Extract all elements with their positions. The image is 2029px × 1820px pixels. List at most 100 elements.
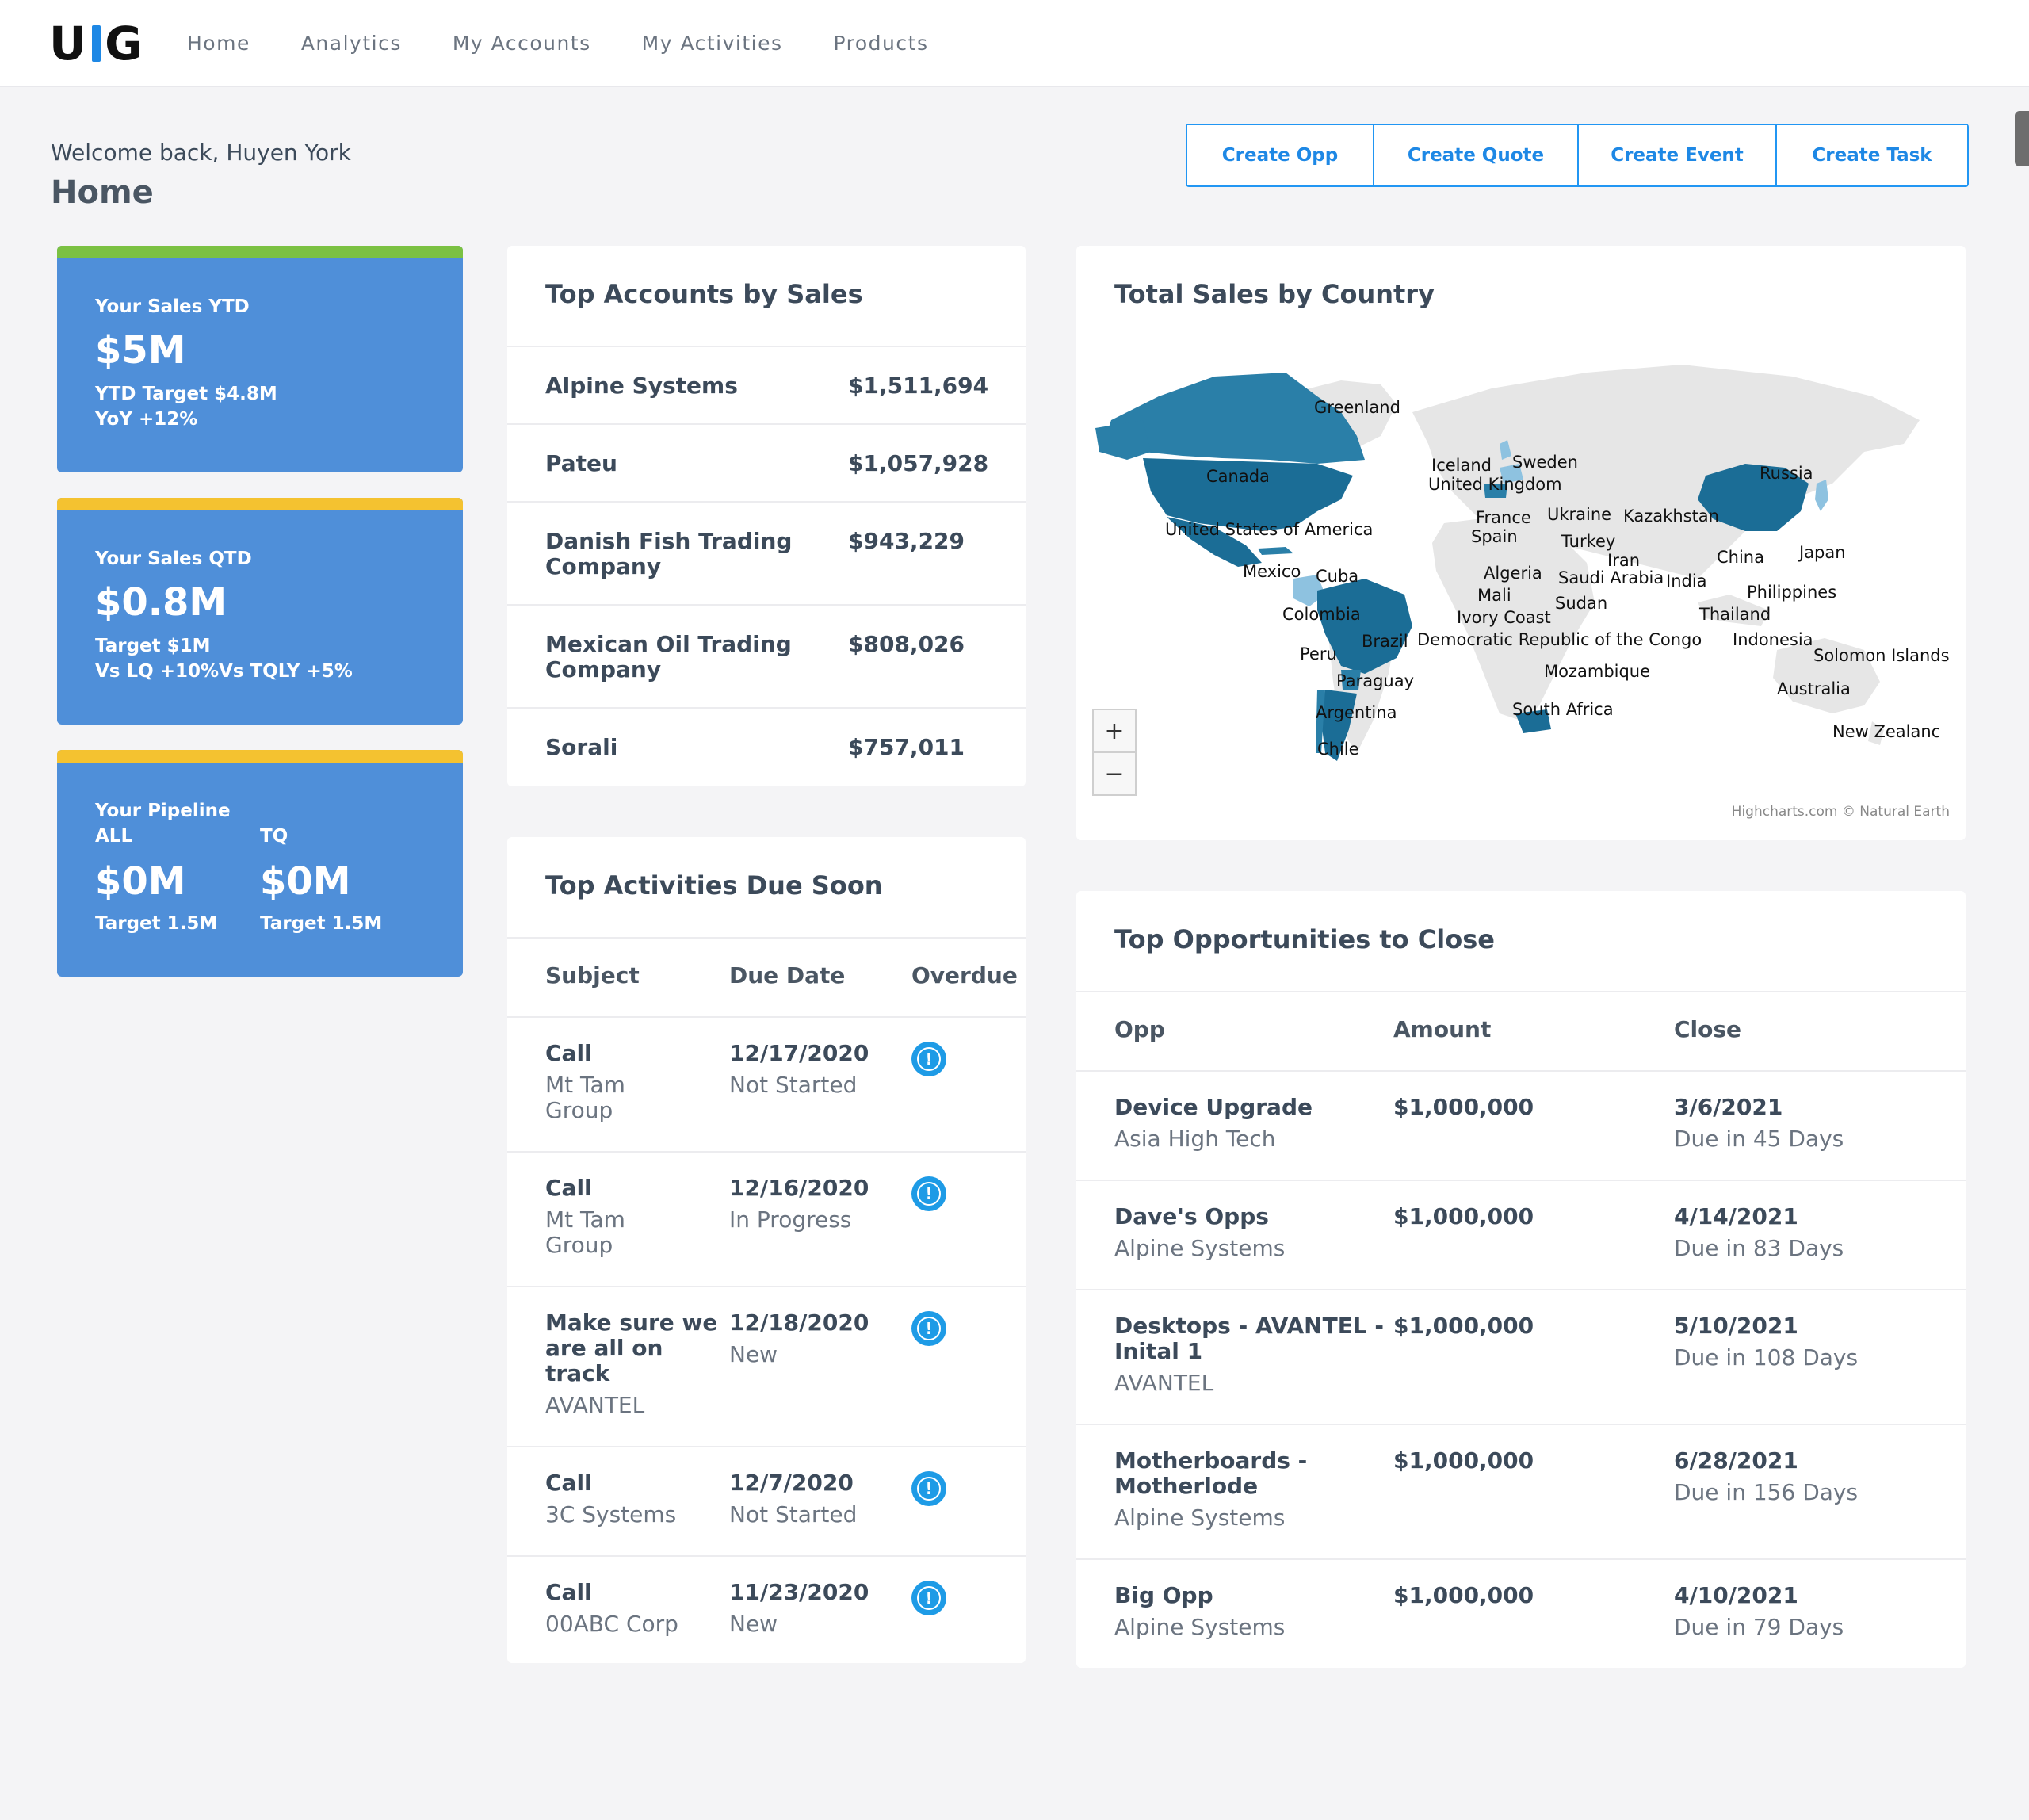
divider (507, 423, 1026, 425)
overdue-info-icon[interactable]: ! (911, 1471, 946, 1506)
opp-close-date: 3/6/2021 (1674, 1094, 1783, 1120)
create-quote-button[interactable]: Create Quote (1374, 125, 1579, 185)
kpi-target: Target $1M (95, 636, 211, 656)
map-label: Sudan (1555, 594, 1607, 613)
overdue-info-icon[interactable]: ! (911, 1042, 946, 1076)
map-land-unshaded (1278, 365, 1920, 753)
opp-name[interactable]: Motherlode (1114, 1473, 1259, 1499)
account-amount: $1,057,928 (848, 450, 989, 476)
sales-by-country-panel: Total Sales by Country (1076, 246, 1966, 840)
column-header-subject[interactable]: Subject (545, 962, 640, 988)
opp-name[interactable]: Motherboards - (1114, 1447, 1308, 1474)
overdue-info-icon[interactable]: ! (911, 1176, 946, 1211)
create-task-button[interactable]: Create Task (1777, 125, 1967, 185)
nav-home[interactable]: Home (187, 31, 250, 55)
column-header-close[interactable]: Close (1674, 1016, 1742, 1042)
map-zoom-out-button[interactable]: − (1092, 751, 1137, 796)
divider (507, 937, 1026, 939)
map-label: Iceland (1431, 456, 1492, 475)
map-label: Iran (1607, 551, 1640, 570)
activity-subject[interactable]: Call (545, 1040, 592, 1066)
opp-due: Due in 79 Days (1674, 1614, 1844, 1640)
activity-account: Group (545, 1097, 613, 1123)
overdue-info-icon[interactable]: ! (911, 1581, 946, 1615)
opp-close-date: 5/10/2021 (1674, 1313, 1798, 1339)
divider (507, 707, 1026, 709)
account-name-line2[interactable]: Company (545, 553, 662, 579)
map-eurasia (1412, 365, 1920, 579)
main-nav: Home Analytics My Accounts My Activities… (187, 0, 979, 86)
world-map[interactable]: Greenland Canada United States of Americ… (1079, 341, 1959, 809)
nav-products[interactable]: Products (833, 31, 929, 55)
column-header-overdue[interactable]: Overdue (911, 962, 1018, 988)
activity-subject[interactable]: Make sure we (545, 1310, 718, 1336)
opp-name[interactable]: Desktops - AVANTEL - (1114, 1313, 1385, 1339)
divider (1076, 1070, 1966, 1072)
account-name[interactable]: Pateu (545, 450, 617, 476)
activity-subject[interactable]: Call (545, 1579, 592, 1605)
kpi-vs-tqly: Vs TQLY +5% (219, 661, 353, 682)
account-name-line1[interactable]: Danish Fish Trading (545, 528, 793, 554)
column-header-opp[interactable]: Opp (1114, 1016, 1165, 1042)
column-header-due-date[interactable]: Due Date (729, 962, 846, 988)
kpi-card-sales-ytd: Your Sales YTD $5M YTD Target $4.8M YoY … (57, 246, 463, 472)
panel-title: Top Activities Due Soon (545, 870, 883, 900)
kpi-all-value: $0M (95, 859, 186, 904)
divider (1076, 1558, 1966, 1560)
map-label: United Kingdom (1428, 475, 1562, 494)
kpi-card-sales-qtd: Your Sales QTD $0.8M Target $1M Vs LQ +1… (57, 498, 463, 725)
activity-account: Mt Tam (545, 1072, 625, 1098)
kpi-stripe (57, 498, 463, 510)
nav-analytics[interactable]: Analytics (300, 31, 402, 55)
divider (507, 1151, 1026, 1153)
account-name-line1[interactable]: Mexican Oil Trading (545, 631, 792, 657)
opp-amount: $1,000,000 (1393, 1447, 1534, 1474)
kpi-value: $5M (95, 328, 186, 373)
map-label: United States of America (1165, 520, 1373, 539)
logo-letter-u: U (49, 17, 89, 71)
map-label: Thailand (1698, 605, 1771, 624)
activity-subject[interactable]: Call (545, 1175, 592, 1201)
account-amount: $1,511,694 (848, 373, 989, 399)
overdue-info-icon[interactable]: ! (911, 1311, 946, 1346)
map-label: Cuba (1316, 567, 1358, 586)
activity-subject[interactable]: Call (545, 1470, 592, 1496)
activity-status: Not Started (729, 1072, 858, 1098)
activity-account: 00ABC Corp (545, 1611, 678, 1637)
activity-status: New (729, 1341, 778, 1367)
map-label: Kazakhstan (1623, 507, 1719, 526)
map-labels: Greenland Canada United States of Americ… (1165, 398, 1950, 759)
kpi-all-target: Target 1.5M (95, 913, 218, 934)
divider (507, 604, 1026, 606)
logo-letter-g: G (105, 17, 144, 71)
create-event-button[interactable]: Create Event (1579, 125, 1777, 185)
map-zoom-in-button[interactable]: + (1092, 709, 1137, 753)
kpi-label: Your Sales YTD (95, 296, 250, 317)
account-name[interactable]: Sorali (545, 734, 618, 760)
create-opp-button[interactable]: Create Opp (1187, 125, 1374, 185)
account-name[interactable]: Alpine Systems (545, 373, 738, 399)
opp-name[interactable]: Device Upgrade (1114, 1094, 1313, 1120)
divider (507, 346, 1026, 347)
opp-name[interactable]: Inital 1 (1114, 1338, 1203, 1364)
kpi-col-all-label: ALL (95, 826, 133, 847)
kpi-label: Your Sales QTD (95, 549, 252, 569)
column-header-amount[interactable]: Amount (1393, 1016, 1492, 1042)
map-usa (1143, 458, 1353, 531)
activity-subject[interactable]: are all on (545, 1335, 663, 1361)
opp-name[interactable]: Dave's Opps (1114, 1203, 1269, 1229)
nav-my-activities[interactable]: My Activities (641, 31, 783, 55)
kpi-vs-lq: Vs LQ +10% (95, 661, 220, 682)
activity-subject[interactable]: track (545, 1360, 610, 1386)
map-label: France (1476, 508, 1531, 527)
map-label: Peru (1300, 644, 1337, 663)
side-scroll-handle[interactable] (2015, 111, 2029, 166)
opp-account: Alpine Systems (1114, 1614, 1286, 1640)
nav-my-accounts[interactable]: My Accounts (452, 31, 591, 55)
page-title: Home (51, 174, 154, 211)
opp-name[interactable]: Big Opp (1114, 1582, 1213, 1608)
panel-title: Top Accounts by Sales (545, 279, 863, 309)
map-credit[interactable]: Highcharts.com © Natural Earth (1731, 804, 1950, 820)
account-name-line2[interactable]: Company (545, 656, 662, 682)
